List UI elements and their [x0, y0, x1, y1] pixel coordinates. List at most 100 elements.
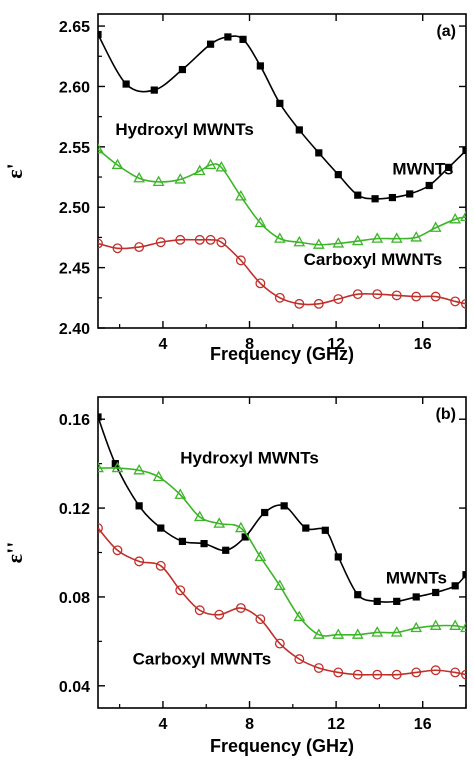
data-point	[430, 665, 441, 676]
panel-b: 4 8 12 16 0.04 0.08 0.12 0.16 Frequency (GHz) ε''…	[2, 396, 467, 756]
data-point	[461, 298, 466, 309]
data-point	[152, 470, 165, 482]
data-point	[194, 234, 205, 245]
data-point	[410, 621, 423, 633]
data-point	[352, 289, 363, 300]
data-point	[261, 508, 269, 517]
series-hydroxyl-mwnts	[98, 461, 466, 639]
series-mwnts	[98, 413, 466, 605]
data-point	[235, 521, 247, 533]
y-tick-label: 0.16	[59, 412, 90, 429]
series-annotation-carboxyl-mwnts: Carboxyl MWNTs	[304, 250, 443, 269]
data-point	[157, 524, 165, 532]
data-point	[312, 238, 325, 249]
series-annotation-mwnts: MWNTs	[392, 160, 453, 179]
data-point	[391, 669, 402, 680]
data-point	[122, 80, 130, 88]
data-point	[205, 234, 216, 245]
panel-label: (b)	[436, 406, 456, 423]
data-point	[254, 216, 267, 228]
y-axis-label: ε'	[2, 163, 27, 179]
data-point	[450, 667, 461, 678]
data-point	[111, 158, 124, 170]
data-point	[334, 171, 342, 179]
data-point	[235, 255, 246, 266]
data-point	[393, 597, 401, 605]
data-point	[256, 62, 264, 70]
data-point	[112, 243, 123, 254]
data-point	[111, 461, 124, 473]
x-tick-label: 12	[327, 336, 345, 353]
data-point	[451, 582, 459, 590]
data-point	[112, 545, 123, 556]
data-point	[293, 235, 306, 247]
data-point	[462, 146, 466, 155]
data-point	[313, 298, 324, 309]
data-point	[432, 588, 440, 597]
data-point	[178, 537, 187, 545]
series-carboxyl-mwnts	[98, 234, 466, 309]
data-point	[406, 190, 414, 198]
data-point	[134, 556, 145, 567]
data-point	[274, 292, 285, 303]
series-mwnts	[98, 30, 466, 203]
data-point	[204, 158, 217, 170]
y-axis-label: ε''	[2, 542, 27, 564]
series-annotation-hydroxyl-mwnts: Hydroxyl MWNTs	[180, 449, 319, 468]
data-point	[302, 524, 310, 532]
data-point	[461, 669, 466, 680]
data-point	[133, 171, 145, 183]
data-point	[222, 546, 230, 554]
data-point	[354, 191, 362, 199]
data-point	[429, 619, 442, 630]
data-point	[293, 610, 306, 622]
data-point	[371, 195, 379, 203]
data-point	[174, 488, 187, 499]
data-point	[372, 289, 383, 300]
data-point	[200, 540, 208, 548]
data-point	[315, 149, 323, 157]
x-tick-label: 12	[327, 716, 345, 733]
data-point	[175, 585, 186, 596]
data-point	[155, 560, 166, 571]
y-tick-label: 2.55	[59, 140, 90, 157]
data-point	[388, 193, 396, 202]
data-point	[274, 638, 285, 649]
data-point	[241, 533, 249, 541]
data-point	[460, 621, 466, 633]
series-annotation-mwnts: MWNTs	[386, 569, 447, 588]
data-point	[333, 667, 344, 678]
data-point	[462, 571, 466, 579]
data-point	[390, 232, 403, 243]
data-point	[98, 461, 104, 473]
data-point	[295, 126, 303, 134]
data-point	[294, 298, 305, 309]
plot-area	[98, 30, 466, 309]
y-tick-label: 0.12	[59, 501, 90, 518]
data-point	[273, 232, 286, 243]
data-point	[194, 605, 205, 616]
x-axis-label: Frequency (GHz)	[210, 736, 354, 756]
data-point	[280, 502, 288, 510]
series-hydroxyl-mwnts	[98, 142, 466, 249]
data-point	[332, 237, 345, 248]
y-tick-label: 2.45	[59, 261, 90, 278]
series-line-hydroxyl-mwnts	[98, 467, 466, 637]
x-tick-label: 4	[158, 336, 167, 353]
data-point	[215, 161, 228, 172]
panel-label: (a)	[436, 23, 456, 40]
data-point	[255, 278, 266, 289]
data-point	[254, 550, 267, 562]
data-point	[354, 591, 362, 599]
x-tick-label: 16	[414, 336, 432, 353]
data-point	[445, 163, 453, 171]
data-point	[214, 609, 225, 620]
series-annotation-hydroxyl-mwnts: Hydroxyl MWNTs	[115, 120, 254, 139]
data-point	[111, 460, 119, 468]
data-point	[332, 628, 345, 639]
plot-area	[98, 413, 466, 680]
data-point	[351, 628, 364, 639]
x-tick-label: 8	[245, 716, 254, 733]
data-point	[412, 593, 420, 601]
data-point	[98, 413, 102, 421]
